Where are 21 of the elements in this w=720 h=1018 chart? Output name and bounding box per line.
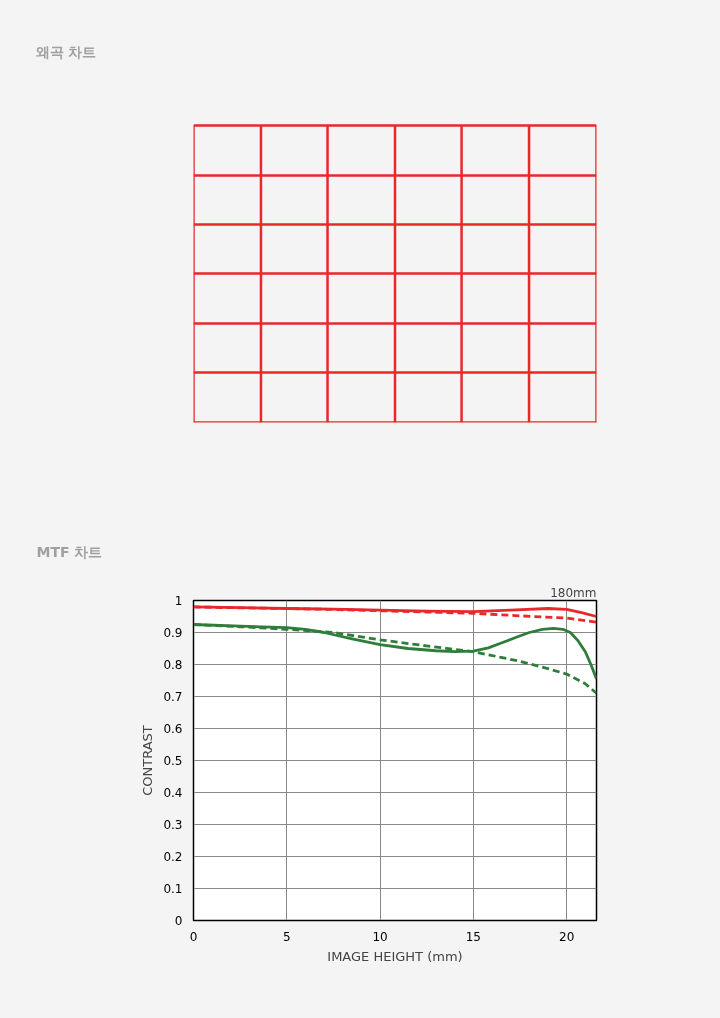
- y-tick-label: 0: [174, 914, 183, 928]
- x-tick-label: 15: [465, 929, 482, 944]
- y-tick-label: 0.7: [163, 690, 183, 704]
- y-tick-label: 0.4: [163, 786, 183, 800]
- y-tick-label: 0.1: [163, 882, 183, 896]
- text: 왜곡 차트: [35, 43, 97, 60]
- text: MTF 차트: [36, 544, 103, 560]
- y-tick-label: 1: [174, 594, 183, 608]
- y-tick-label: 0.2: [163, 850, 183, 864]
- x-axis-title: IMAGE HEIGHT (mm): [327, 948, 463, 964]
- y-tick-label: 0.5: [163, 754, 183, 768]
- text: 180mm: [550, 585, 597, 600]
- y-tick-label: 0.8: [163, 658, 183, 672]
- y-axis-title: CONTRAST: [140, 725, 156, 796]
- x-tick-label: 10: [372, 929, 388, 944]
- y-tick-label: 0.9: [163, 626, 183, 640]
- y-tick-label: 0.3: [163, 818, 183, 832]
- x-tick-label: 5: [282, 929, 291, 944]
- y-tick-label: 0.6: [163, 722, 183, 736]
- x-tick-label: 0: [189, 929, 198, 944]
- x-tick-label: 20: [559, 929, 575, 944]
